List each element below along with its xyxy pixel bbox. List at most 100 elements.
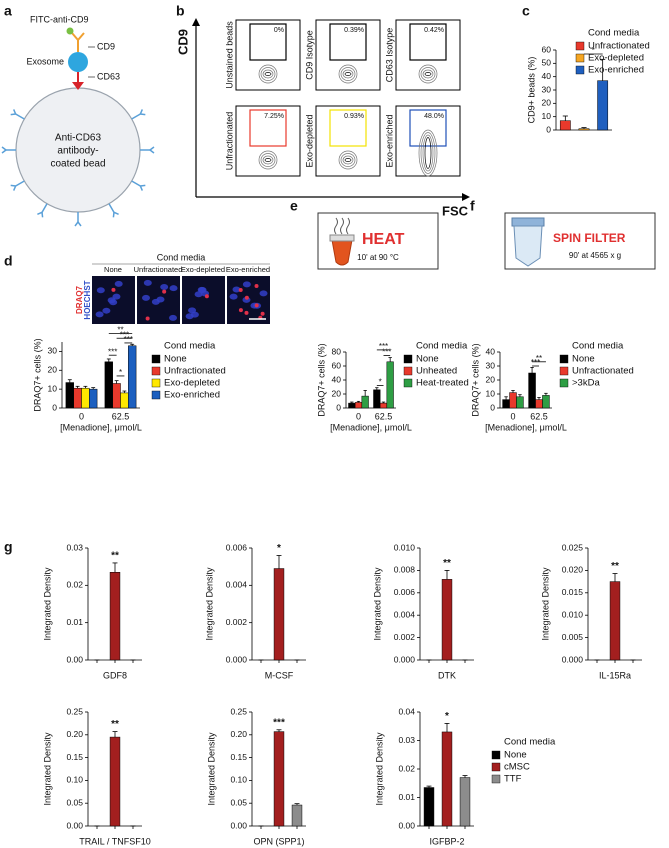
sig-label: ** (443, 558, 451, 569)
sig-label: * (445, 711, 449, 722)
y-tick-label: 0 (336, 402, 341, 412)
spike (15, 113, 25, 120)
contour (344, 158, 352, 162)
nucleus (232, 286, 241, 293)
nucleus (160, 284, 169, 291)
spike (1, 146, 7, 151)
bar (128, 345, 137, 409)
spike (74, 221, 79, 227)
contour (258, 64, 278, 84)
y-tick-label: 0.010 (394, 542, 416, 552)
contour (262, 69, 274, 79)
gate-value: 48.0% (424, 113, 444, 120)
panel-letter: g (4, 539, 13, 555)
legend-swatch (575, 53, 585, 63)
y-tick-label: 0.015 (562, 587, 584, 597)
legend-label: None (572, 354, 595, 365)
legend-title: Cond media (504, 737, 556, 748)
legend-swatch (403, 366, 413, 376)
micrograph-title: Cond media (157, 252, 206, 262)
bar (73, 387, 82, 409)
contour (258, 150, 278, 170)
arrow (72, 82, 84, 90)
bar (597, 80, 609, 131)
contour (260, 153, 276, 167)
nucleus (96, 287, 105, 294)
y-tick-label: 0.000 (394, 654, 416, 664)
bar (423, 787, 435, 827)
spike (108, 203, 115, 213)
y-tick-label: 0.01 (398, 792, 415, 802)
y-tick-label: 0 (490, 402, 495, 412)
bar (104, 361, 113, 409)
draq7-spot (238, 308, 243, 313)
contour (344, 72, 352, 76)
x-axis-label: OPN (SPP1) (253, 836, 304, 846)
y-tick-label: 0.02 (398, 763, 415, 773)
gate (409, 109, 447, 147)
bar (354, 402, 363, 409)
sig-label: *** (382, 348, 391, 357)
draq7-spot (254, 284, 259, 289)
sig-label: ** (111, 551, 119, 562)
y-tick-label: 10 (486, 388, 496, 398)
flow-plot (235, 19, 301, 91)
draq7-spot (260, 311, 265, 316)
spike (15, 180, 25, 187)
y-tick-label: 10 (542, 111, 552, 121)
y-axis-label: Integrated Density (372, 567, 382, 641)
legend-swatch (559, 366, 569, 376)
panel-letter: a (4, 3, 12, 19)
x-tick-label: 0 (79, 411, 84, 421)
legend-swatch (575, 41, 585, 51)
legend-label: >3kDa (572, 378, 600, 389)
bar (535, 399, 543, 409)
bead-label: coated bead (50, 159, 105, 170)
flow-plot-label: Unfractionated (224, 112, 234, 171)
y-axis-label: Integrated Density (204, 567, 214, 641)
y-axis-label: CD9+ beads (%) (526, 57, 536, 124)
sig-label: * (379, 378, 382, 387)
y-tick-label: 0.10 (66, 775, 83, 785)
x-axis-label: M-CSF (265, 670, 294, 680)
contour (420, 67, 436, 81)
spike (12, 185, 17, 191)
legend-title: Cond media (164, 341, 216, 352)
y-tick-label: 0.020 (562, 565, 584, 575)
y-tick-label: 60 (542, 44, 552, 54)
legend-label: None (164, 354, 187, 365)
y-tick-label: 50 (542, 58, 552, 68)
spike (113, 211, 119, 216)
bar (459, 777, 471, 827)
nucleus (143, 279, 152, 286)
legend-label: Exo-enriched (164, 390, 220, 401)
bar (578, 128, 590, 131)
spike (131, 113, 141, 120)
y-tick-label: 0.004 (394, 609, 416, 619)
y-tick-label: 40 (542, 71, 552, 81)
flow-plot-label: Exo-enriched (384, 114, 394, 167)
y-tick-label: 20 (48, 365, 58, 375)
x-tick-label: 62.5 (530, 411, 548, 421)
y-tick-label: 30 (542, 84, 552, 94)
spike (112, 212, 115, 218)
spike (140, 113, 146, 116)
contour (340, 67, 356, 81)
legend-label: Unfractionated (164, 366, 226, 377)
legend-swatch (151, 390, 161, 400)
bar (65, 382, 74, 409)
contour (422, 69, 434, 79)
fitc-dot (66, 27, 74, 35)
y-tick-label: 0.03 (398, 735, 415, 745)
treatment-condition: 90' at 4565 x g (569, 251, 621, 260)
nucleus (114, 280, 123, 287)
y-tick-label: 0.20 (66, 729, 83, 739)
bar (273, 731, 285, 827)
y-tick-label: 20 (542, 98, 552, 108)
y-tick-label: 0.000 (562, 654, 584, 664)
y-tick-label: 0.010 (562, 609, 584, 619)
spike (139, 185, 144, 191)
treatment-title: SPIN FILTER (553, 231, 626, 245)
legend-label: TTF (504, 774, 522, 785)
bar (361, 395, 369, 409)
